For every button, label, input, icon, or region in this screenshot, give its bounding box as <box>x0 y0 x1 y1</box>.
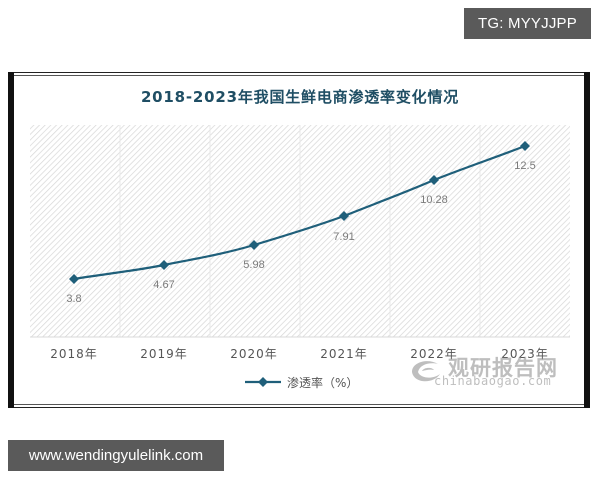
data-label: 5.98 <box>243 259 264 271</box>
x-tick-label: 2020年 <box>230 347 278 361</box>
data-label: 7.91 <box>333 231 354 243</box>
source-watermark: 观研报告网 chinabaogao.com <box>408 352 568 388</box>
x-tick-label: 2023年 <box>501 347 549 361</box>
watermark-cn-text: 观研报告网 <box>448 356 558 380</box>
x-tick-label: 2018年 <box>50 347 98 361</box>
data-label: 3.8 <box>66 293 81 305</box>
marker-2022 <box>429 175 439 185</box>
marker-2018 <box>69 274 79 284</box>
url-watermark-badge: www.wendingyulelink.com <box>8 440 224 471</box>
marker-2020 <box>249 240 259 250</box>
series-line <box>73 144 526 281</box>
x-tick-label: 2019年 <box>140 347 188 361</box>
marker-2021 <box>339 211 349 221</box>
legend-label: 渗透率（%） <box>287 375 359 390</box>
chart-title: 2018-2023年我国生鲜电商渗透率变化情况 <box>140 88 460 106</box>
x-tick-label: 2022年 <box>410 347 458 361</box>
chinabaogao-logo-icon <box>412 361 440 382</box>
watermark-en-text: chinabaogao.com <box>434 374 552 388</box>
chart-legend: 渗透率（%） <box>243 373 358 391</box>
data-label: 4.67 <box>153 279 174 291</box>
series-markers <box>69 141 530 284</box>
tg-watermark-badge: TG: MYYJJPP <box>464 8 591 39</box>
legend-line-diamond-icon <box>245 377 281 387</box>
x-tick-label: 2021年 <box>320 347 368 361</box>
marker-2023 <box>520 141 530 151</box>
data-label: 10.28 <box>420 194 448 206</box>
data-label: 12.5 <box>514 160 535 172</box>
marker-2019 <box>159 260 169 270</box>
